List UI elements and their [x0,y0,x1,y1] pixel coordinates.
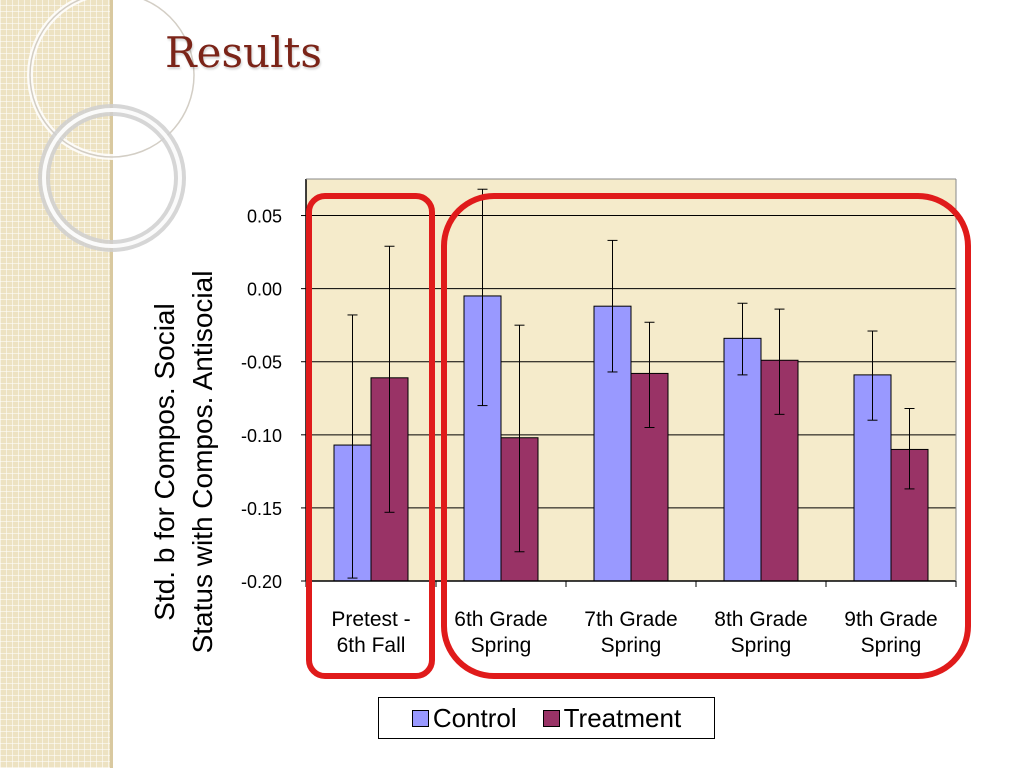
legend-swatch-treatment [542,709,560,727]
slide-title: Results [165,28,322,77]
x-tick-label-4-line-1: Spring [861,634,922,657]
x-tick-label-2-line-0: 7th Grade [584,608,677,631]
y-tick-label-4: -0.15 [241,499,282,519]
highlight-box-pretest [306,193,435,679]
deco-circle-large-outline [29,0,195,158]
y-tick-label-0: 0.05 [247,207,282,227]
decorative-side-strip [0,0,113,768]
x-tick-label-3-line-0: 8th Grade [714,608,807,631]
highlight-boxes [306,193,971,679]
y-tick-label-5: -0.20 [241,572,282,592]
y-axis-title-line-0: Std. b for Compos. Social [149,303,180,620]
x-tick-label-1-line-0: 6th Grade [454,608,547,631]
legend-swatch-control [411,709,429,727]
highlight-box-followup [441,193,971,679]
x-tick-label-4-line-0: 9th Grade [844,608,937,631]
y-tick-labels: 0.05 0.00 -0.05 -0.10 -0.15 -0.20 [241,207,282,592]
error-bars [347,188,915,579]
legend-item-control: Control [411,702,517,734]
legend-item-treatment: Treatment [542,702,682,734]
y-axis-title: Std. b for Compos. Social Status with Com… [149,271,218,654]
y-tick-label-1: 0.00 [247,280,282,300]
x-tick-label-0-line-1: 6th Fall [337,634,406,657]
bar-control-3 [723,337,762,582]
decorative-circles [27,0,197,252]
y-tick-label-2: -0.05 [241,353,282,373]
y-tick-label-3: -0.10 [241,426,282,446]
x-tick-label-0-line-0: Pretest - [331,608,410,631]
legend-label-control: Control [432,702,517,733]
deco-circle-small-inner [42,108,182,248]
x-tick-label-3-line-1: Spring [731,634,792,657]
x-tick-labels: Pretest - 6th Fall 6th Grade Spring 7th Grad… [331,608,937,657]
y-axis-title-line-1: Status with Compos. Antisocial [187,271,218,654]
chart-legend: Control Treatment [378,697,715,739]
x-tick-label-1-line-1: Spring [471,634,532,657]
x-tick-label-2-line-1: Spring [601,634,662,657]
legend-label-treatment: Treatment [563,702,682,733]
